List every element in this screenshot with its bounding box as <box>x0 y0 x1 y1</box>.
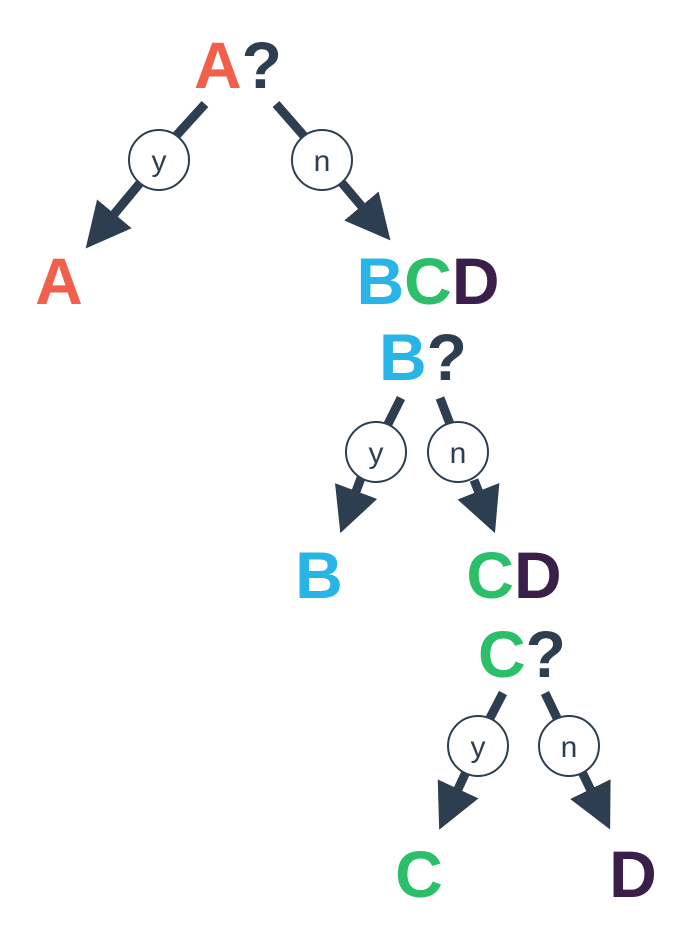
yes-label: y <box>369 437 384 470</box>
no-label: n <box>314 145 331 178</box>
no-label: n <box>450 437 467 470</box>
set-letter-d: D <box>452 244 500 318</box>
no-arrow <box>457 478 500 534</box>
question-a: A? <box>194 28 282 102</box>
leaf-d: D <box>609 837 657 911</box>
no-node <box>538 715 600 777</box>
question-letter: C <box>478 617 526 691</box>
yes-node <box>447 715 509 777</box>
question-mark: ? <box>427 320 467 394</box>
yes-node <box>345 421 407 483</box>
yes-edge <box>486 690 507 721</box>
yes-arrow <box>437 770 479 830</box>
yes-edge <box>382 395 406 429</box>
leaf-a: A <box>35 244 83 318</box>
no-node <box>291 129 353 191</box>
leaf-c: C <box>395 837 443 911</box>
question-mark: ? <box>242 28 282 102</box>
yes-arrow <box>335 476 378 534</box>
yes-arrow <box>85 180 144 249</box>
set-letter-d: D <box>514 538 562 612</box>
no-edge <box>272 101 308 139</box>
set-letter-c: C <box>466 538 514 612</box>
no-arrow <box>570 770 611 830</box>
leaf-b: B <box>295 538 343 612</box>
no-arrow <box>338 180 391 241</box>
set-letter-c: C <box>404 244 452 318</box>
question-mark: ? <box>526 617 566 691</box>
yes-label: y <box>152 145 167 178</box>
set-letter-b: B <box>356 244 404 318</box>
set-bcd: BCD <box>356 244 499 318</box>
set-cd: CD <box>466 538 561 612</box>
no-node <box>427 421 489 483</box>
yes-node <box>128 129 190 191</box>
no-label: n <box>561 731 578 764</box>
yes-label: y <box>471 731 486 764</box>
question-letter: B <box>379 320 427 394</box>
no-edge <box>540 691 562 720</box>
question-c: C? <box>478 617 566 691</box>
yes-edge <box>171 100 209 141</box>
question-b: B? <box>379 320 467 394</box>
question-letter: A <box>194 28 242 102</box>
no-edge <box>435 396 455 426</box>
